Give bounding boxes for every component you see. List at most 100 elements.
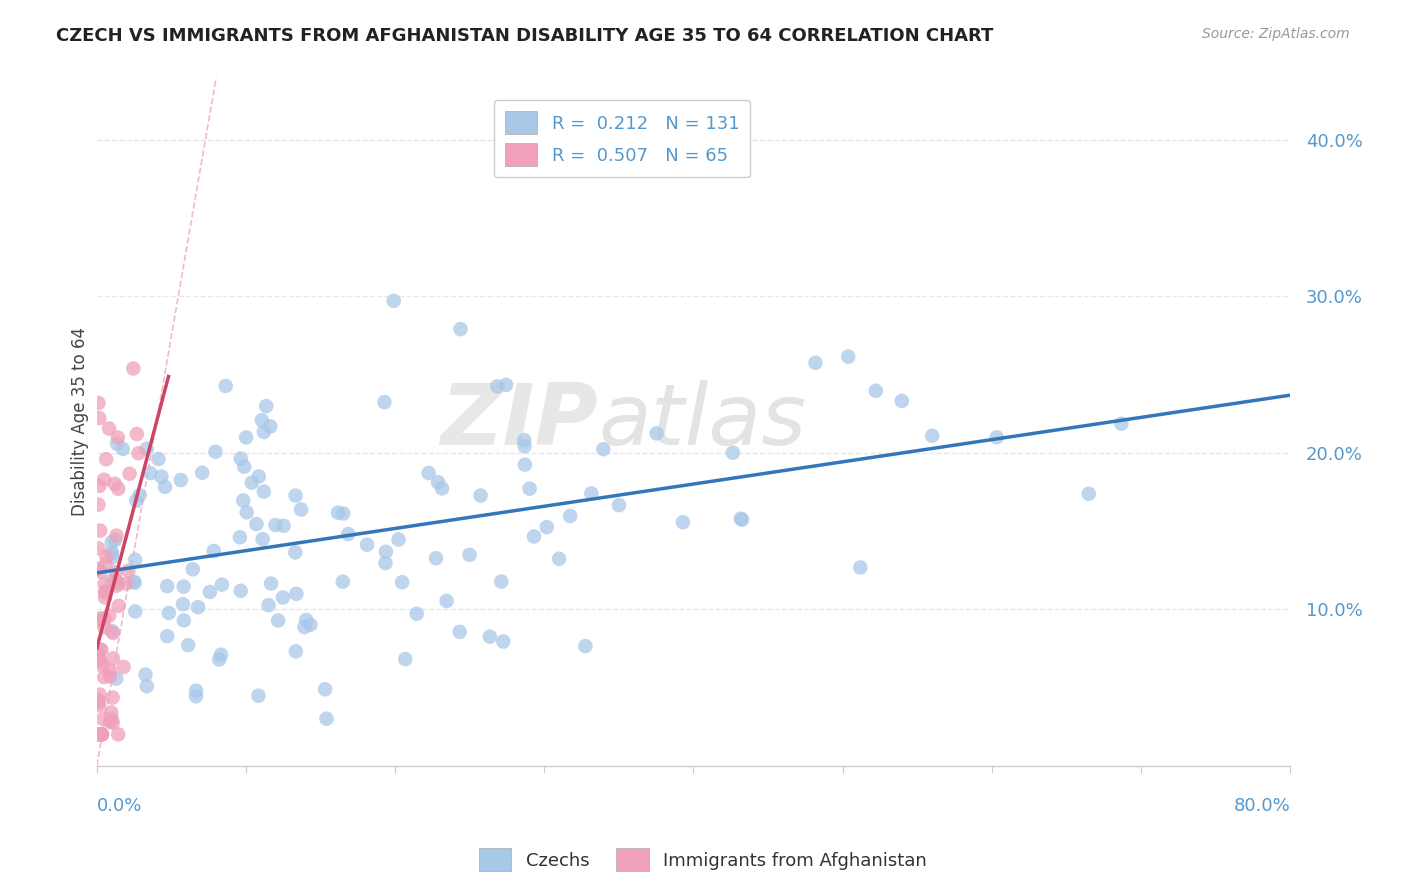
Point xyxy=(98,608,121,623)
Point xyxy=(101,547,124,561)
Point xyxy=(921,429,943,443)
Point xyxy=(731,513,754,527)
Point xyxy=(332,574,354,589)
Point xyxy=(87,693,110,707)
Point xyxy=(478,630,501,644)
Point xyxy=(427,475,450,490)
Point xyxy=(93,473,115,487)
Point xyxy=(93,612,115,626)
Point xyxy=(208,652,231,666)
Point xyxy=(645,426,668,441)
Point xyxy=(235,430,257,444)
Point xyxy=(128,446,150,460)
Point xyxy=(96,452,118,467)
Point xyxy=(536,520,558,534)
Point xyxy=(240,475,263,490)
Point xyxy=(101,550,124,565)
Point xyxy=(581,486,603,500)
Point xyxy=(125,493,148,508)
Point xyxy=(458,548,481,562)
Point xyxy=(254,399,277,413)
Point xyxy=(134,667,156,681)
Point xyxy=(87,695,110,709)
Point xyxy=(124,553,146,567)
Point xyxy=(489,574,512,589)
Point xyxy=(837,350,859,364)
Text: 0.0%: 0.0% xyxy=(97,797,142,814)
Text: atlas: atlas xyxy=(598,380,806,463)
Point xyxy=(191,466,214,480)
Point xyxy=(107,727,129,741)
Point xyxy=(124,575,146,590)
Point xyxy=(260,576,283,591)
Point xyxy=(107,431,129,445)
Point xyxy=(523,529,546,543)
Point xyxy=(105,579,128,593)
Y-axis label: Disability Age 35 to 64: Disability Age 35 to 64 xyxy=(72,327,89,516)
Point xyxy=(153,480,176,494)
Point xyxy=(252,533,274,547)
Point xyxy=(90,565,112,579)
Point xyxy=(271,591,294,605)
Point xyxy=(374,556,396,570)
Point xyxy=(285,587,308,601)
Point xyxy=(107,482,129,496)
Point xyxy=(284,545,307,559)
Point xyxy=(98,669,121,683)
Point xyxy=(430,482,453,496)
Point xyxy=(592,442,614,457)
Point xyxy=(101,574,124,588)
Point xyxy=(101,690,124,705)
Point xyxy=(849,560,872,574)
Point xyxy=(214,379,236,393)
Point xyxy=(122,361,145,376)
Point xyxy=(139,466,162,480)
Text: Source: ZipAtlas.com: Source: ZipAtlas.com xyxy=(1202,27,1350,41)
Point xyxy=(101,712,124,726)
Point xyxy=(87,727,110,741)
Point xyxy=(513,439,536,453)
Point xyxy=(804,356,827,370)
Point xyxy=(721,446,744,460)
Text: 80.0%: 80.0% xyxy=(1233,797,1291,814)
Point xyxy=(519,482,541,496)
Point xyxy=(115,576,138,591)
Point xyxy=(730,511,752,525)
Point xyxy=(90,727,112,741)
Point xyxy=(105,672,128,686)
Point xyxy=(98,421,121,435)
Point xyxy=(232,493,254,508)
Point xyxy=(574,639,596,653)
Point xyxy=(299,617,322,632)
Point xyxy=(135,679,157,693)
Point xyxy=(470,489,492,503)
Text: ZIP: ZIP xyxy=(440,380,598,463)
Point xyxy=(87,727,110,741)
Point xyxy=(198,585,221,599)
Point xyxy=(284,644,307,658)
Point xyxy=(247,469,270,483)
Point xyxy=(89,727,111,741)
Point xyxy=(89,655,111,669)
Point xyxy=(315,712,337,726)
Point xyxy=(259,419,281,434)
Point xyxy=(91,727,114,741)
Point xyxy=(890,393,912,408)
Point xyxy=(98,663,121,677)
Point xyxy=(253,484,276,499)
Point xyxy=(284,489,307,503)
Point xyxy=(105,528,128,542)
Point xyxy=(90,642,112,657)
Point xyxy=(257,598,280,612)
Point xyxy=(229,583,252,598)
Point xyxy=(101,545,124,559)
Point xyxy=(100,706,122,720)
Point xyxy=(264,518,287,533)
Point xyxy=(89,524,111,538)
Point xyxy=(101,715,124,730)
Point xyxy=(425,551,447,566)
Point xyxy=(245,517,267,532)
Point xyxy=(326,506,349,520)
Point xyxy=(94,558,117,572)
Legend: Czechs, Immigrants from Afghanistan: Czechs, Immigrants from Afghanistan xyxy=(471,841,935,879)
